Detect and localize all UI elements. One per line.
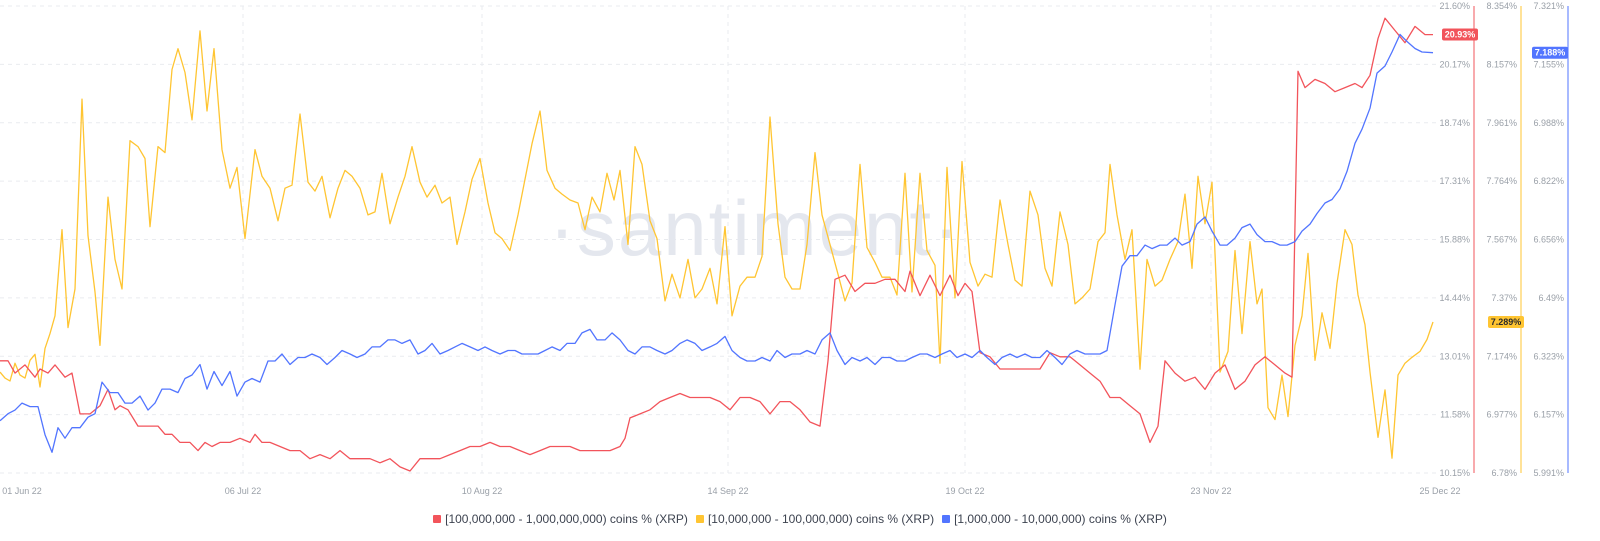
legend-label: [1,000,000 - 10,000,000) coins % (XRP) (954, 512, 1167, 526)
legend-item-red[interactable]: [100,000,000 - 1,000,000,000) coins % (X… (433, 512, 688, 526)
x-tick-label: 23 Nov 22 (1190, 486, 1231, 496)
blue-axis-tick-label: 6.656% (1533, 235, 1564, 245)
x-tick-label: 10 Aug 22 (462, 486, 503, 496)
blue-axis-tick-label: 6.822% (1533, 176, 1564, 186)
red-axis-tick-label: 10.15% (1439, 468, 1470, 478)
series-line-red (0, 17, 1433, 472)
gridlines (0, 5, 1440, 474)
series-line-yellow (0, 30, 1434, 459)
blue-axis-tick-label: 7.155% (1533, 59, 1564, 69)
legend-swatch (942, 515, 951, 523)
yellow-axis-tick-label: 7.174% (1486, 351, 1517, 361)
x-tick-label: 14 Sep 22 (707, 486, 748, 496)
value-badges: 20.93% 7.289% 7.188% (1442, 28, 1568, 328)
x-axis: 01 Jun 22 06 Jul 22 10 Aug 22 14 Sep 22 19 O… (2, 486, 1460, 496)
legend-swatch (433, 515, 442, 523)
blue-axis-tick-label: 6.157% (1533, 410, 1564, 420)
last-value-badge-red: 20.93% (1442, 28, 1478, 41)
svg-text:7.289%: 7.289% (1491, 317, 1522, 327)
yellow-axis-tick-label: 6.78% (1491, 468, 1517, 478)
blue-axis-tick-label: 6.988% (1533, 118, 1564, 128)
blue-axis-tick-label: 6.49% (1538, 293, 1564, 303)
svg-text:7.188%: 7.188% (1535, 48, 1566, 58)
yellow-axis-tick-label: 7.961% (1486, 118, 1517, 128)
red-axis-tick-label: 18.74% (1439, 118, 1470, 128)
red-axis-tick-label: 20.17% (1439, 59, 1470, 69)
last-value-badge-blue: 7.188% (1532, 46, 1568, 59)
x-tick-label: 19 Oct 22 (945, 486, 984, 496)
chart-legend: [100,000,000 - 1,000,000,000) coins % (X… (0, 512, 1600, 526)
blue-axis-tick-label: 6.323% (1533, 351, 1564, 361)
y-axes: 21.60% 20.17% 18.74% 17.31% 15.88% 14.44% 13.0… (1439, 1, 1569, 478)
blue-axis-tick-label: 5.991% (1533, 468, 1564, 478)
red-axis-tick-label: 13.01% (1439, 351, 1470, 361)
yellow-axis-tick-label: 7.37% (1491, 293, 1517, 303)
red-axis-tick-label: 15.88% (1439, 235, 1470, 245)
svg-text:20.93%: 20.93% (1445, 30, 1476, 40)
legend-label: [10,000,000 - 100,000,000) coins % (XRP) (707, 512, 935, 526)
yellow-axis-tick-label: 8.157% (1486, 59, 1517, 69)
yellow-axis-tick-label: 8.354% (1486, 1, 1517, 11)
legend-item-blue[interactable]: [1,000,000 - 10,000,000) coins % (XRP) (942, 512, 1167, 526)
yellow-axis-tick-label: 7.567% (1486, 235, 1517, 245)
red-axis-tick-label: 21.60% (1439, 1, 1470, 11)
series-line-blue (0, 33, 1434, 453)
red-axis-tick-label: 11.58% (1440, 410, 1470, 420)
yellow-axis-tick-label: 7.764% (1486, 176, 1517, 186)
x-tick-label: 01 Jun 22 (2, 486, 42, 496)
last-value-badge-yellow: 7.289% (1488, 315, 1524, 328)
x-tick-label: 25 Dec 22 (1419, 486, 1460, 496)
chart-canvas: ·santiment· 01 Jun 22 06 Jul 22 10 Aug 22 1… (0, 1, 1569, 496)
legend-label: [100,000,000 - 1,000,000,000) coins % (X… (445, 512, 688, 526)
blue-axis-tick-label: 7.321% (1533, 1, 1564, 11)
red-axis-tick-label: 17.31% (1439, 176, 1470, 186)
red-axis-tick-label: 14.44% (1439, 293, 1470, 303)
legend-item-yellow[interactable]: [10,000,000 - 100,000,000) coins % (XRP) (695, 512, 935, 526)
yellow-axis-tick-label: 6.977% (1486, 410, 1517, 420)
series-layer (0, 17, 1434, 472)
santiment-watermark: ·santiment· (549, 184, 961, 272)
x-tick-label: 06 Jul 22 (225, 486, 262, 496)
legend-swatch (695, 515, 704, 523)
